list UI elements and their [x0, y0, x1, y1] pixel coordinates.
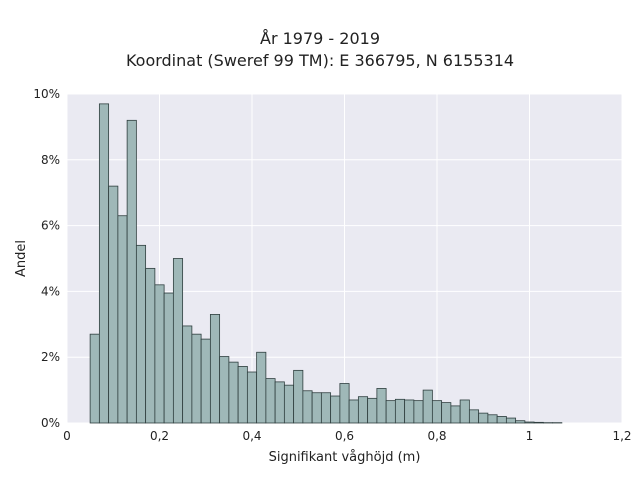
- histogram-bar: [293, 369, 304, 424]
- histogram-bar: [385, 400, 396, 424]
- histogram-bar: [515, 420, 526, 424]
- histogram-bar: [478, 412, 489, 424]
- histogram-bar: [237, 366, 248, 424]
- histogram-bar: [274, 381, 285, 424]
- x-tick-label: 0,2: [150, 429, 169, 443]
- histogram-bar: [219, 356, 230, 424]
- histogram-bar: [357, 396, 369, 424]
- histogram-bar: [524, 421, 535, 424]
- histogram-bar: [468, 409, 480, 424]
- axis-ticks: 0 0,2 0,4 0,6 0,8 1 1,2 0% 2% 4% 6% 8% 10%: [33, 87, 631, 443]
- histogram-bar: [135, 244, 147, 424]
- histogram-bar: [154, 284, 165, 424]
- histogram-bar: [89, 333, 100, 424]
- chart-subtitle: Koordinat (Sweref 99 TM): E 366795, N 61…: [125, 51, 515, 70]
- x-axis-label: Signifikant våghöjd (m): [269, 450, 421, 465]
- y-tick-label: 0%: [41, 416, 60, 430]
- histogram-bar: [533, 421, 544, 424]
- x-tick-label: 0,4: [242, 429, 261, 443]
- histogram-bar: [182, 325, 193, 424]
- histogram-bar: [191, 333, 202, 424]
- histogram-bar: [413, 400, 424, 424]
- chart-title: År 1979 - 2019: [260, 29, 380, 48]
- histogram-bar: [487, 414, 498, 424]
- histogram-bar: [339, 383, 350, 424]
- histogram-bar: [404, 399, 415, 424]
- histogram-bar: [376, 388, 387, 424]
- histogram-bar: [441, 402, 452, 424]
- histogram-bar: [348, 399, 359, 424]
- histogram-bar: [431, 400, 443, 424]
- histogram-bar: [200, 338, 211, 424]
- histogram-bar: [320, 392, 332, 424]
- histogram-bar: [126, 119, 137, 424]
- histogram-bar: [505, 417, 517, 424]
- histogram-bar: [394, 398, 406, 424]
- x-tick-label: 1,2: [612, 429, 631, 443]
- histogram-bar: [172, 258, 184, 424]
- histogram-bar: [459, 399, 470, 424]
- histogram-bar: [283, 384, 295, 424]
- x-tick-label: 1: [526, 429, 534, 443]
- histogram-bar: [265, 378, 276, 424]
- histogram-bar: [209, 314, 221, 424]
- histogram-bar: [302, 390, 313, 424]
- histogram-bar: [496, 416, 507, 424]
- histogram-bar: [117, 215, 128, 424]
- histogram-bar: [108, 185, 119, 424]
- histogram-bar: [228, 361, 239, 424]
- histogram-bar: [246, 371, 258, 424]
- x-tick-label: 0: [63, 429, 71, 443]
- y-tick-label: 10%: [33, 87, 60, 101]
- histogram-bar: [330, 395, 341, 424]
- x-tick-label: 0,8: [427, 429, 446, 443]
- histogram-bar: [145, 267, 156, 424]
- y-tick-label: 6%: [41, 219, 60, 233]
- histogram-bar: [367, 397, 378, 424]
- histogram-bars: [89, 103, 563, 424]
- y-axis-label: Andel: [14, 240, 29, 277]
- x-tick-label: 0,6: [335, 429, 354, 443]
- histogram-bar: [422, 389, 433, 424]
- y-tick-label: 8%: [41, 153, 60, 167]
- histogram-bar: [163, 292, 174, 424]
- histogram-bar: [98, 103, 110, 424]
- y-tick-label: 4%: [41, 284, 60, 298]
- histogram-bar: [311, 392, 322, 424]
- y-tick-label: 2%: [41, 350, 60, 364]
- histogram-bar: [256, 351, 267, 424]
- histogram-bar: [450, 405, 461, 424]
